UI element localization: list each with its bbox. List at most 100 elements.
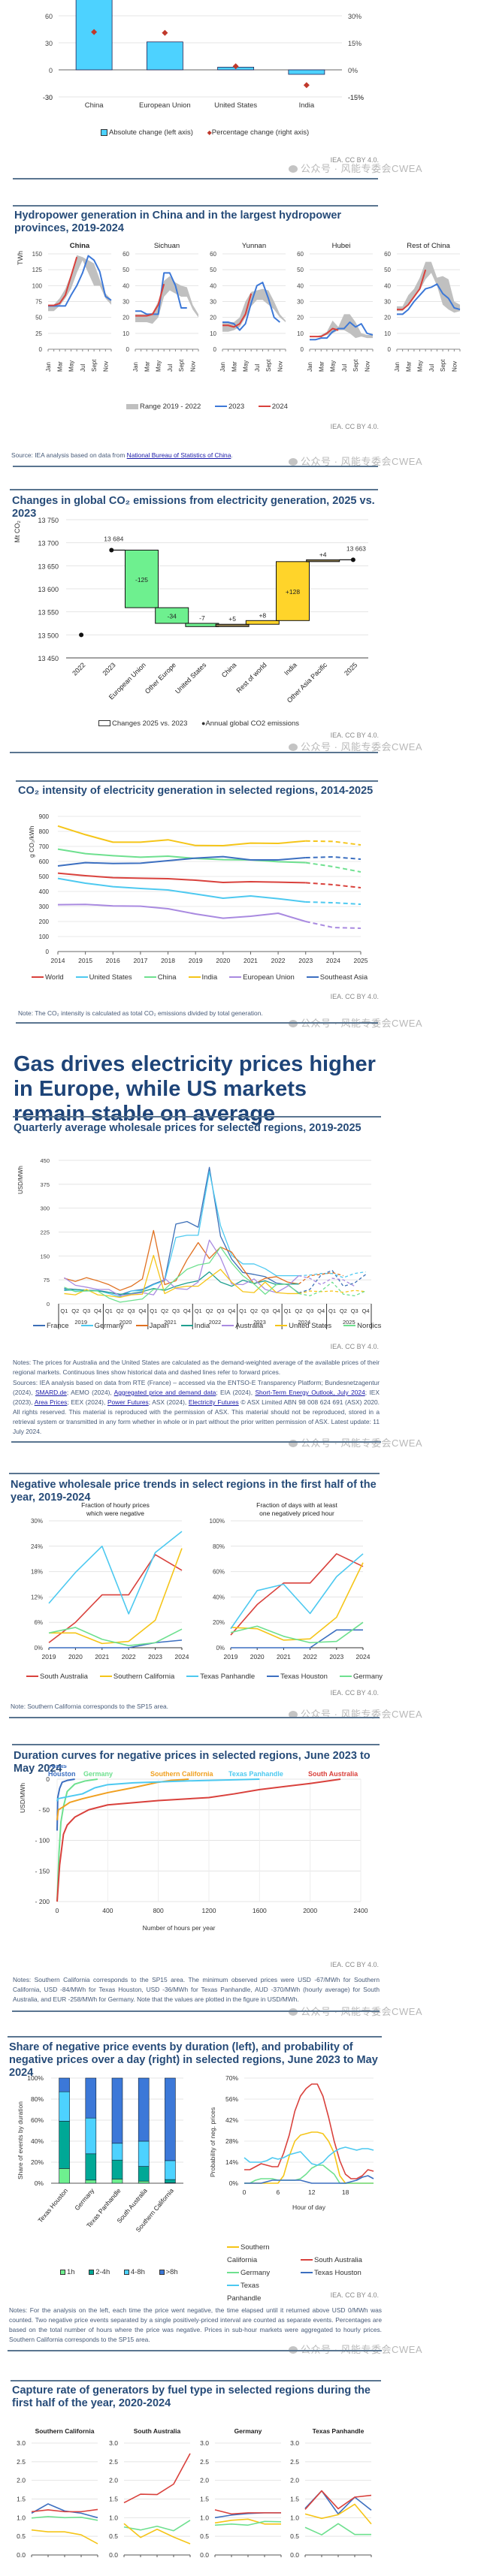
credit-line: IEA. CC BY 4.0.: [330, 731, 379, 739]
divider: [13, 205, 378, 207]
legend-item: Germany: [227, 2267, 295, 2279]
series-line: [64, 1166, 299, 1296]
watermark: 公众号 · 风能专委会CWEA: [289, 1706, 422, 1721]
source-link[interactable]: SMARD.de: [35, 1389, 67, 1396]
source-link[interactable]: Aggregated price and demand data: [113, 1389, 216, 1396]
series-line: [64, 1271, 299, 1295]
series-line: [244, 2083, 374, 2179]
y-tick-label: 40%: [31, 2137, 44, 2145]
waterfall-bar: [276, 561, 310, 621]
x-tick-label: Jul: [80, 364, 86, 372]
x-tick-label: United States: [214, 101, 258, 110]
diamond-marker: [303, 82, 310, 89]
series-label: Houston: [48, 1770, 76, 1778]
source-text: ; AEMO (2024),: [66, 1389, 114, 1396]
series-line: [64, 1229, 299, 1291]
x-tick-label: 2000: [303, 1907, 317, 1914]
x-tick-label: Mar: [405, 361, 412, 372]
x-tick-label: 2021: [244, 957, 258, 964]
legend-item: India: [180, 1322, 210, 1330]
y-tick-label: 50: [123, 267, 129, 273]
x-tick-label: 2017: [133, 957, 147, 964]
diamond-icon: ◆: [207, 129, 212, 136]
series-line: [57, 825, 306, 846]
y-tick-label: 40: [123, 282, 129, 289]
source-text: ; EIA (2024),: [216, 1389, 256, 1396]
panel-title: Southern California: [35, 2427, 95, 2435]
x-tick-label: Mar: [231, 361, 237, 372]
legend-item: Nordics: [343, 1322, 381, 1330]
source-link[interactable]: National Bureau of Statistics of China: [126, 451, 231, 459]
legend-label: 2023: [228, 403, 245, 411]
series-line: [123, 2523, 191, 2544]
divider: [16, 780, 378, 782]
watermark: 公众号 · 风能专委会CWEA: [289, 739, 422, 753]
divider: [12, 1744, 380, 1745]
series-line-forecast: [305, 901, 362, 905]
line-2024: [222, 293, 253, 328]
legend-item: China: [144, 973, 177, 982]
x-tick-label: 0: [56, 1907, 59, 1914]
stacked-bar-segment: [138, 2140, 150, 2167]
source-link[interactable]: Short-Term Energy Outlook, July 2024: [255, 1389, 365, 1396]
wholesale-legend: France Germany Japan India Australia United S…: [33, 1322, 393, 1330]
series-line: [56, 1778, 98, 1902]
legend-item: India: [188, 973, 217, 982]
source-link[interactable]: Area Prices: [34, 1398, 68, 1406]
x-tick-label: Q2: [71, 1308, 79, 1314]
legend-item: Southern California: [99, 1673, 174, 1681]
series-line: [214, 2509, 281, 2515]
range-band: [397, 261, 460, 313]
y-tick-label: 10: [123, 330, 129, 337]
x-tick-label: Q2: [116, 1308, 124, 1314]
x-axis-label: Number of hours per year: [143, 1924, 216, 1932]
y-axis-label: USD/MWh: [19, 1783, 26, 1813]
series-line: [57, 903, 307, 922]
y-tick-label: 80%: [213, 1543, 225, 1550]
y-tick-label: 25: [35, 330, 42, 337]
series-label: South Australia: [308, 1770, 358, 1778]
x-tick-label: 6: [277, 2188, 280, 2196]
x-tick-label: Jul: [341, 364, 348, 372]
watermark: 公众号 · 风能专委会CWEA: [289, 454, 422, 468]
stacked-bar-segment: [59, 2121, 70, 2169]
y-tick-label: 2.5: [200, 2458, 209, 2466]
divider: [8, 2036, 382, 2038]
y-tick-label: 0.5: [290, 2532, 299, 2540]
y-tick-label: 14%: [225, 2158, 238, 2166]
y-tick-label: 1.0: [109, 2514, 118, 2521]
y-tick-label: 40: [210, 282, 216, 289]
x-tick-label: Nov: [189, 361, 196, 372]
bar: [146, 41, 183, 71]
y-tick-label: 13 750: [38, 517, 59, 524]
y-tick-label: 30: [210, 299, 216, 306]
source-text: © ASX Limited ABN 98 008 624 691 (ASX) 2…: [13, 1398, 380, 1435]
source-link[interactable]: Power Futures: [107, 1398, 149, 1406]
stacked-bar-segment: [85, 2179, 97, 2184]
watermark-text: 公众号 · 风能专委会CWEA: [301, 456, 423, 467]
x-tick-label: Q3: [172, 1308, 180, 1314]
y-tick-label: 30: [123, 299, 129, 306]
range-band: [310, 314, 373, 339]
source-link[interactable]: Electricity Futures: [188, 1398, 239, 1406]
series-line: [56, 1778, 260, 1802]
bar-value-label: -34: [168, 613, 177, 620]
line-2024: [48, 256, 78, 306]
series-line-forecast: [305, 856, 362, 860]
y-axis-label: Share of events by duration: [17, 2101, 24, 2179]
y-tick-label: 400: [39, 888, 50, 895]
credit-line: IEA. CC BY 4.0.: [330, 1343, 379, 1350]
panel-title: Texas Panhandle: [313, 2427, 365, 2435]
panel-title: Sichuan: [154, 242, 180, 250]
bar-value-label: +128: [286, 588, 300, 596]
series-line: [123, 2453, 191, 2504]
legend-item: World: [32, 973, 64, 982]
x-tick-label: Nov: [102, 361, 109, 372]
note-text: Note: The CO₂ intensity is calculated as…: [18, 1009, 263, 1017]
panel-title: South Australia: [134, 2427, 181, 2435]
x-tick-label: 2021: [277, 1653, 291, 1661]
co2-intensity-chart: g CO₂/kWh 0 100 200 300 400 500 600 700 800 900 201…: [28, 813, 368, 964]
x-tick-label: Q3: [262, 1308, 269, 1314]
series-line: [304, 2503, 372, 2525]
bar-value-label: -125: [135, 576, 148, 584]
